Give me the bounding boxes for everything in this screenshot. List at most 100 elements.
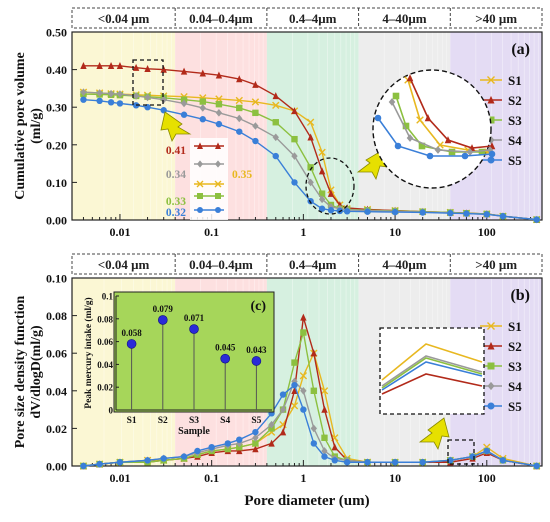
data-point — [318, 190, 326, 197]
y-tick-label: 0.08 — [46, 309, 67, 323]
data-point — [310, 440, 318, 447]
inset-y-tick-label: 0.08 — [97, 314, 113, 324]
legend-label: S3 — [508, 359, 522, 374]
data-point — [199, 104, 206, 112]
legend-label: S1 — [508, 73, 522, 88]
data-point — [291, 359, 298, 366]
data-point — [447, 210, 454, 217]
zoom-point — [374, 114, 382, 122]
data-point — [199, 98, 206, 105]
data-point — [160, 455, 167, 462]
data-point — [180, 67, 188, 75]
data-point — [483, 211, 490, 218]
data-point — [331, 457, 338, 464]
x-tick-label: 1 — [300, 225, 306, 239]
x-tick-label: 0.1 — [204, 471, 219, 485]
callout-stub-marker — [215, 160, 221, 168]
callout-value: 0.41 — [166, 145, 186, 157]
legend-label: S5 — [508, 153, 522, 168]
region-band — [72, 32, 176, 220]
data-point — [224, 440, 232, 447]
data-point — [180, 453, 188, 460]
region-label: >40 μm — [475, 257, 517, 272]
zoom-point — [426, 152, 434, 160]
x-axis-label: Pore diameter (um) — [244, 493, 369, 509]
callout-stub-marker — [196, 180, 204, 188]
data-point — [116, 100, 124, 107]
y-axis-label: Cumulative pore volume — [13, 52, 28, 200]
zoom-source-circle — [305, 157, 355, 215]
x-tick-label: 100 — [478, 225, 496, 239]
zoom-point — [392, 92, 400, 100]
callout-value: 0.34 — [166, 169, 186, 181]
legend-marker — [487, 322, 495, 330]
legend-marker — [487, 402, 495, 410]
zoom-point — [406, 134, 414, 142]
zoom-box-line — [381, 343, 483, 381]
zoom-point — [444, 136, 452, 144]
data-point — [80, 62, 87, 70]
data-point — [343, 208, 351, 215]
data-point — [252, 445, 259, 453]
y-axis-unit: (ml/g) — [29, 108, 44, 144]
data-point — [272, 133, 279, 142]
data-point — [180, 99, 188, 108]
callout-value: 0.35 — [232, 169, 252, 181]
region-label: 0.04–0.4μm — [189, 257, 253, 272]
data-point — [132, 92, 140, 100]
y-tick-label: 0.10 — [46, 176, 67, 190]
inset-y-tick-label: 0.06 — [97, 337, 113, 347]
legend-label: S5 — [508, 399, 522, 414]
data-point — [180, 111, 188, 118]
data-point — [310, 424, 318, 433]
data-point — [236, 436, 243, 443]
callout-stub-marker — [197, 207, 203, 213]
data-point — [268, 420, 275, 429]
y-tick-label: 0.40 — [46, 63, 67, 77]
data-point — [300, 329, 307, 336]
inset-x-tick-label: S4 — [220, 416, 230, 426]
data-point — [483, 447, 490, 455]
callout-stub-marker — [214, 180, 222, 188]
data-point — [194, 447, 201, 455]
data-point — [272, 101, 280, 110]
callout-box — [132, 59, 164, 106]
data-point — [318, 148, 326, 157]
data-point — [160, 95, 167, 104]
callout-arrow — [160, 111, 192, 142]
inset-value-label: 0.079 — [153, 304, 174, 314]
data-point — [236, 104, 243, 112]
data-point — [160, 65, 167, 73]
data-point — [107, 62, 115, 70]
y-axis-unit: dV/dlogD(ml/g) — [29, 325, 44, 419]
data-point — [300, 406, 307, 413]
y-axis-label: Pore size density function — [13, 296, 28, 449]
data-point — [469, 453, 476, 460]
data-point — [447, 457, 454, 464]
inset-value-label: 0.071 — [184, 313, 205, 323]
y-tick-label: 0.10 — [46, 272, 67, 286]
callout-value: 0.32 — [166, 207, 186, 219]
inset-y-tick-label: 0.04 — [97, 360, 113, 370]
data-point — [327, 207, 335, 214]
inset-y-axis-label: Peak mercury intake (ml/g) — [83, 297, 94, 408]
zoom-box-line — [381, 357, 483, 389]
data-point — [144, 65, 151, 73]
callout-inset-bg — [190, 138, 228, 220]
data-point — [80, 96, 87, 103]
zoom-point — [434, 146, 442, 154]
data-point — [391, 208, 399, 216]
zoom-arrow-b — [418, 417, 450, 451]
data-point — [364, 459, 371, 466]
data-point — [199, 69, 206, 77]
legend-marker — [487, 95, 495, 104]
data-point — [80, 462, 87, 470]
callout-stub-marker — [197, 193, 203, 199]
zoom-point — [416, 116, 424, 124]
panel-c: 0 0.02 0.04 0.06 0.08 0.1 0.058 S1 0.079 S2 0.071 S… — [83, 291, 275, 437]
callout-stub-marker — [215, 207, 221, 213]
legend-marker — [487, 362, 495, 370]
data-point — [307, 178, 314, 187]
data-point — [533, 462, 540, 470]
